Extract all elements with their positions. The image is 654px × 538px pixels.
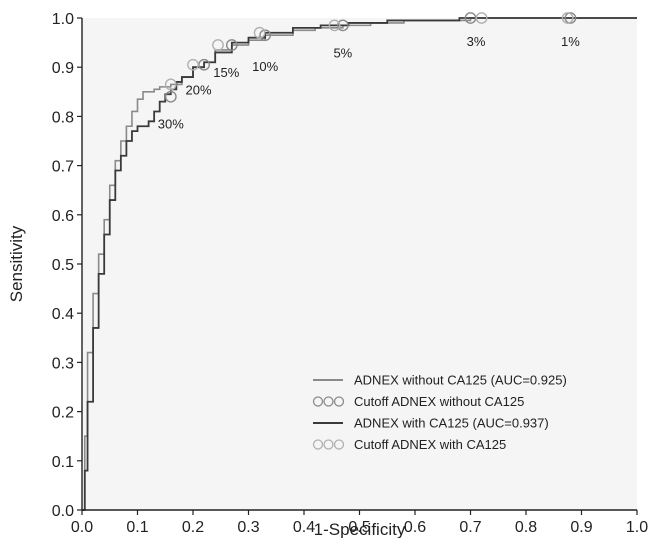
- cutoff-label: 3%: [467, 34, 486, 49]
- cutoff-with-ca125-marker: [328, 19, 341, 32]
- cutoff-label: 30%: [158, 117, 184, 132]
- cutoff-without-ca125-marker: [336, 19, 349, 32]
- legend: ADNEX without CA125 (AUC=0.925) Cutoff AD…: [312, 373, 567, 452]
- cutoff-annotations: 1% 3% 5% 10% 15%20% 30%: [158, 34, 580, 132]
- x-tick-label: 0.0: [71, 519, 93, 536]
- legend-label: ADNEX with CA125 (AUC=0.937): [354, 416, 549, 431]
- y-tick-label: 0.3: [52, 355, 74, 372]
- y-tick-label: 0.0: [52, 503, 74, 520]
- cutoff-with-ca125-marker: [253, 26, 266, 39]
- x-axis-title: 1-Specificity: [314, 520, 406, 538]
- series-without-ca125-line: [82, 17, 637, 511]
- axes-layer: 0.0 0.1 0.2 0.3 0.4 0.5 0.6 0.7 0.8 0.9 1.0 0.0 0.1 0…: [7, 11, 648, 538]
- x-tick-label: 0.7: [459, 519, 481, 536]
- legend-marker-swatch: [323, 396, 334, 407]
- y-tick-label: 0.7: [52, 159, 74, 176]
- cutoff-without-ca125-marker: [198, 58, 211, 71]
- y-tick-label: 0.2: [52, 405, 74, 422]
- legend-marker-swatch: [323, 439, 334, 450]
- legend-marker-swatch: [312, 396, 324, 407]
- y-axis-title: Sensitivity: [7, 225, 26, 302]
- cutoff-with-ca125-marker: [561, 12, 574, 24]
- y-tick-label: 0.8: [52, 109, 74, 126]
- cutoff-label: 15%: [213, 65, 239, 80]
- legend-label: ADNEX without CA125 (AUC=0.925): [354, 373, 567, 388]
- cutoff-with-ca125-marker: [475, 12, 488, 24]
- x-tick-label: 0.4: [293, 519, 315, 536]
- y-tick-label: 0.4: [52, 306, 74, 323]
- y-tick-label: 0.6: [52, 208, 74, 225]
- cutoff-label: 10%: [252, 59, 278, 74]
- cutoff-without-ca125-marker: [164, 90, 177, 103]
- cutoff-label: 20%: [186, 83, 212, 98]
- legend-marker-swatch: [333, 439, 345, 450]
- x-tick-label: 0.6: [404, 519, 426, 536]
- cutoff-without-ca125-marker: [259, 29, 272, 42]
- x-tick-label: 1.0: [626, 519, 648, 536]
- x-tick-label: 0.9: [570, 519, 592, 536]
- x-tick-label: 0.3: [237, 519, 259, 536]
- y-tick-label: 0.1: [52, 454, 74, 471]
- cutoff-with-ca125-marker: [187, 58, 199, 71]
- y-tick-label: 1.0: [52, 11, 74, 28]
- cutoff-label: 5%: [333, 45, 352, 60]
- cutoff-with-ca125-marker: [212, 39, 224, 51]
- y-tick-label: 0.5: [52, 257, 74, 274]
- legend-marker-swatch: [333, 396, 345, 407]
- x-tick-label: 0.1: [126, 519, 148, 536]
- cutoff-with-ca125-marker: [164, 78, 177, 91]
- series-layer: [82, 12, 637, 511]
- cutoff-label: 1%: [561, 34, 580, 49]
- y-tick-label: 0.9: [52, 60, 74, 77]
- legend-label: Cutoff ADNEX with CA125: [354, 437, 506, 452]
- cutoff-without-ca125-marker: [225, 39, 238, 51]
- x-tick-label: 0.5: [348, 519, 370, 536]
- x-tick-label: 0.2: [182, 519, 204, 536]
- legend-marker-swatch: [312, 439, 324, 450]
- legend-label: Cutoff ADNEX without CA125: [354, 394, 524, 409]
- x-tick-label: 0.8: [515, 519, 537, 536]
- cutoff-without-ca125-marker: [464, 12, 477, 24]
